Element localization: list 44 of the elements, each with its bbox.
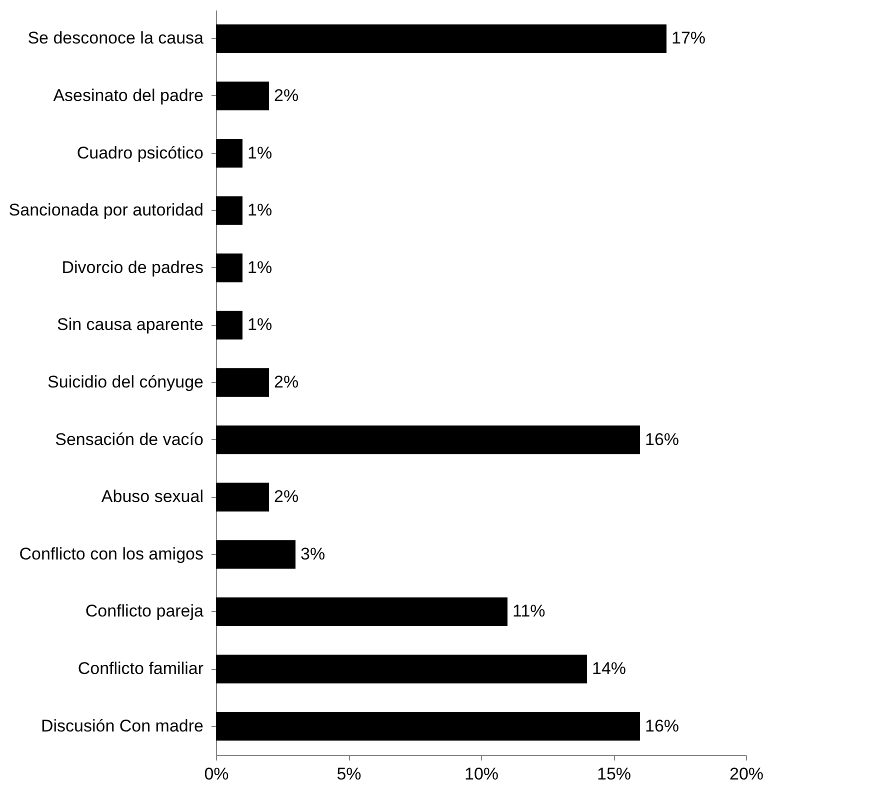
bar xyxy=(216,425,640,454)
x-tick-label: 15% xyxy=(596,764,632,784)
y-tick-label: Conflicto familiar xyxy=(78,659,204,678)
data-label: 14% xyxy=(592,659,626,678)
data-label: 1% xyxy=(248,200,272,220)
bar xyxy=(216,712,640,741)
data-label: 1% xyxy=(248,143,272,162)
bar xyxy=(216,24,666,53)
bar xyxy=(216,196,242,225)
bar xyxy=(216,82,269,110)
bar xyxy=(216,138,242,168)
bar xyxy=(216,482,269,512)
bar xyxy=(216,310,242,340)
data-label: 1% xyxy=(248,258,272,277)
y-tick-label: Asesinato del padre xyxy=(53,86,204,105)
x-tick-label: 0% xyxy=(204,764,229,784)
x-tick-label: 10% xyxy=(464,764,499,784)
y-tick-label: Sensación de vacío xyxy=(55,430,204,449)
y-tick-label: Se desconoce la causa xyxy=(28,28,204,48)
y-tick-label: Divorcio de padres xyxy=(62,258,204,277)
y-tick-label: Cuadro psicótico xyxy=(76,143,204,162)
bar xyxy=(216,254,242,282)
data-label: 16% xyxy=(645,430,680,449)
y-tick-label: Discusión Con madre xyxy=(40,716,204,736)
bar xyxy=(216,368,269,397)
y-tick-label: Conflicto pareja xyxy=(85,602,204,621)
data-label: 2% xyxy=(274,86,299,105)
data-label: 2% xyxy=(274,487,299,506)
x-tick-label: 20% xyxy=(729,764,764,784)
data-label: 17% xyxy=(672,28,706,48)
data-label: 11% xyxy=(512,602,546,621)
y-tick-label: Conflicto con los amigos xyxy=(19,544,204,564)
x-tick-label: 5% xyxy=(336,764,362,784)
data-label: 3% xyxy=(300,544,326,564)
data-label: 2% xyxy=(274,372,299,392)
y-tick-label: Abuso sexual xyxy=(101,487,204,506)
y-tick-label: Sin causa aparente xyxy=(57,315,204,334)
bar xyxy=(216,540,296,569)
data-label: 1% xyxy=(248,315,272,334)
bar xyxy=(216,597,508,626)
bar xyxy=(216,654,587,684)
y-tick-label: Suicidio del cónyuge xyxy=(48,372,204,392)
y-tick-label: Sancionada por autoridad xyxy=(8,200,204,220)
data-label: 16% xyxy=(645,716,680,736)
